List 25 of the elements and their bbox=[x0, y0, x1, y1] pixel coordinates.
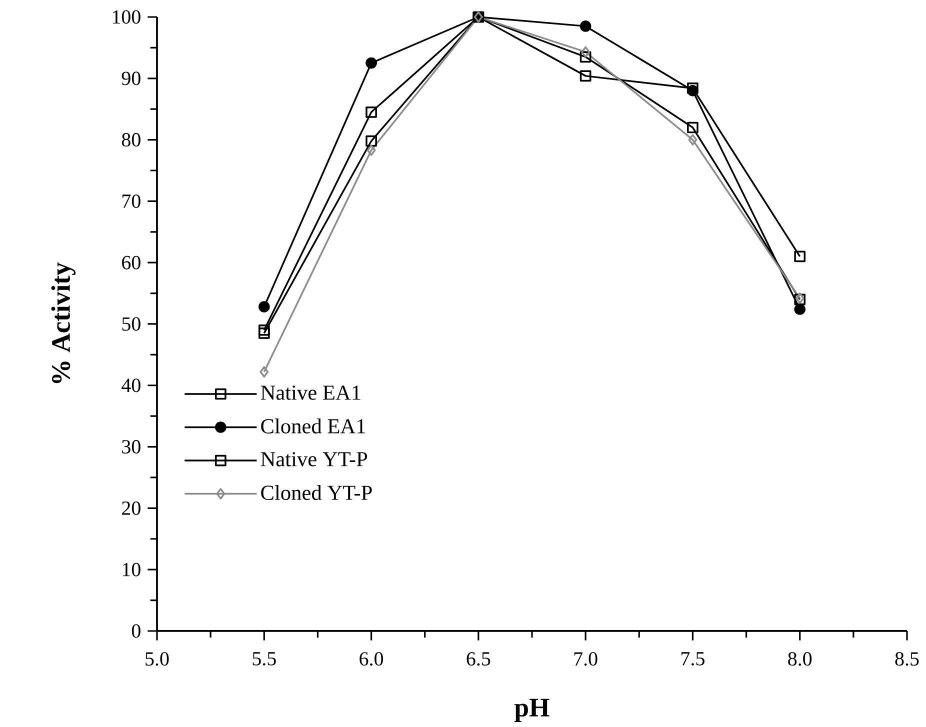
y-tick-label: 50 bbox=[122, 317, 140, 331]
y-tick-label: 20 bbox=[122, 501, 140, 515]
legend-label: Cloned YT-P bbox=[261, 484, 372, 500]
y-tick-label: 80 bbox=[122, 133, 140, 147]
x-tick-label: 6.5 bbox=[466, 652, 490, 666]
y-tick-label: 60 bbox=[122, 256, 140, 270]
y-tick-label: 0 bbox=[132, 624, 140, 638]
x-axis-title: pH bbox=[514, 698, 550, 722]
x-tick-label: 5.0 bbox=[146, 652, 169, 666]
legend-label: Native EA1 bbox=[260, 386, 360, 400]
y-tick-label: 30 bbox=[122, 440, 140, 454]
x-tick-label: 7.5 bbox=[682, 652, 704, 666]
legend-label: Cloned EA1 bbox=[261, 418, 366, 434]
x-tick-label: 6.0 bbox=[360, 652, 384, 666]
x-tick-label: 7.0 bbox=[574, 652, 598, 666]
x-tick-label: 5.5 bbox=[252, 652, 276, 666]
y-tick-label: 40 bbox=[122, 378, 140, 392]
y-tick-label: 70 bbox=[122, 194, 140, 208]
legend-label: Native YT-P bbox=[260, 452, 368, 466]
y-tick-label: 10 bbox=[122, 562, 140, 576]
y-axis-title: % Activity bbox=[51, 262, 76, 384]
y-tick-label: 90 bbox=[122, 72, 140, 86]
x-tick-label: 8.0 bbox=[788, 652, 812, 666]
y-tick-label: 100 bbox=[112, 10, 140, 24]
x-tick-label: 8.5 bbox=[895, 652, 919, 666]
